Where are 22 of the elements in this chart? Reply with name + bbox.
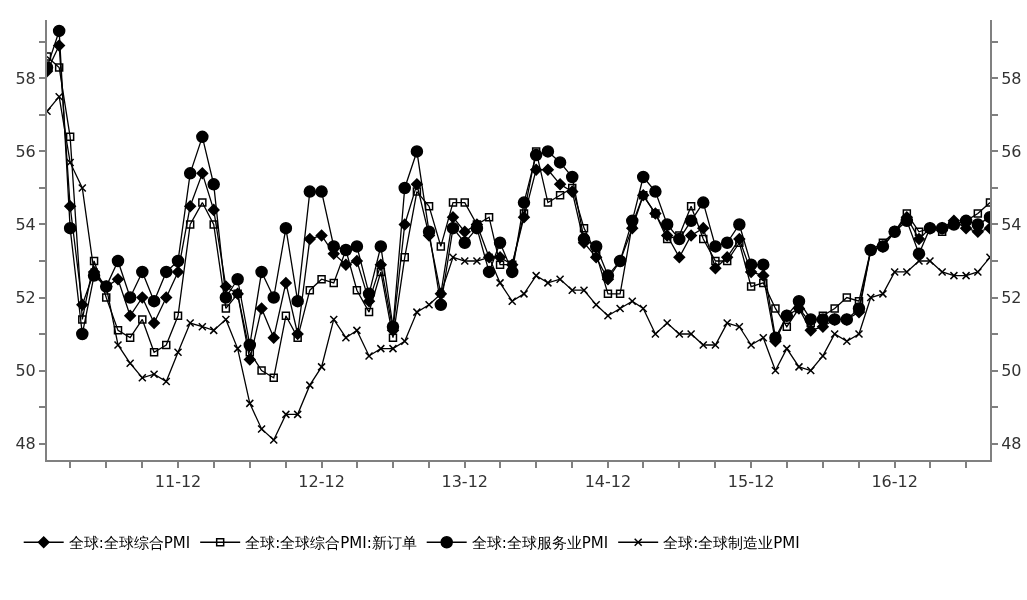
y2-tick-label: 50 <box>1001 361 1022 381</box>
x-tick-label: 11-12 <box>154 472 202 492</box>
legend-label: 全球:全球制造业PMI <box>663 534 800 553</box>
x-tick-label: 13-12 <box>441 472 489 492</box>
x-tick-label: 16-12 <box>871 472 918 492</box>
y2-tick-label: 54 <box>1001 215 1022 235</box>
y-tick-label: 56 <box>15 142 36 162</box>
y-tick-label: 54 <box>15 215 36 235</box>
x-tick-label: 15-12 <box>727 472 775 492</box>
legend-label: 全球:全球综合PMI:新订单 <box>245 534 417 553</box>
y2-tick-label: 48 <box>1001 434 1022 454</box>
x-tick-label: 14-12 <box>584 472 632 492</box>
x-tick-label: 12-12 <box>298 472 345 492</box>
y-tick-label: 52 <box>15 288 36 308</box>
legend-label: 全球:全球综合PMI <box>68 534 191 553</box>
y2-tick-label: 52 <box>1001 288 1022 308</box>
y-tick-label: 58 <box>15 69 36 89</box>
y2-tick-label: 58 <box>1001 69 1022 89</box>
y-tick-label: 50 <box>15 361 36 381</box>
y2-tick-label: 56 <box>1001 142 1022 162</box>
y-tick-label: 48 <box>15 434 36 454</box>
legend-label: 全球:全球服务业PMI <box>471 534 609 553</box>
